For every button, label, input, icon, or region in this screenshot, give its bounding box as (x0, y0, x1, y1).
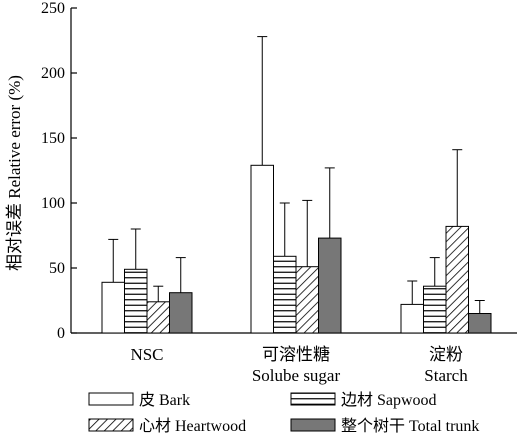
category-label: 淀粉 (429, 345, 463, 364)
y-tick-label: 150 (41, 130, 65, 147)
bar (318, 237, 342, 334)
axes: 0 50 100 150 200 250 NSC 可溶性糖 Solube sugar 淀粉 Star… (41, 0, 517, 385)
category-label: NSC (130, 345, 163, 364)
legend: 皮 Bark 边材 Sapwood 心材 Heartwood 整个树干 Total t… (88, 391, 479, 435)
legend-label: 边材 Sapwood (341, 391, 437, 409)
error-bars (108, 36, 485, 314)
bar (250, 164, 274, 334)
y-axis-title: 相对误差 Relative error (%) (5, 75, 24, 271)
bar (445, 225, 469, 334)
y-tick-label: 0 (57, 325, 65, 342)
bar (124, 268, 148, 334)
bar (101, 281, 125, 334)
legend-swatch (88, 392, 134, 406)
y-tick-label: 200 (41, 65, 65, 82)
bar (423, 285, 447, 334)
category-label: 可溶性糖 (262, 345, 330, 364)
legend-label: 皮 Bark (139, 391, 190, 409)
bars (101, 164, 492, 334)
category-label-en: Solube sugar (252, 366, 341, 385)
legend-swatch (290, 418, 336, 432)
bar (273, 255, 297, 334)
bar (468, 313, 492, 334)
legend-label: 整个树干 Total trunk (341, 417, 479, 435)
y-tick-label: 50 (49, 260, 65, 277)
legend-swatch (290, 392, 336, 406)
legend-swatch (88, 418, 134, 432)
bar (169, 292, 193, 334)
bar (146, 301, 170, 334)
bar (295, 266, 319, 334)
bar (400, 303, 424, 334)
legend-label: 心材 Heartwood (139, 417, 246, 435)
category-label-en: Starch (424, 366, 468, 385)
y-tick-label: 250 (41, 0, 65, 17)
y-tick-label: 100 (41, 195, 65, 212)
